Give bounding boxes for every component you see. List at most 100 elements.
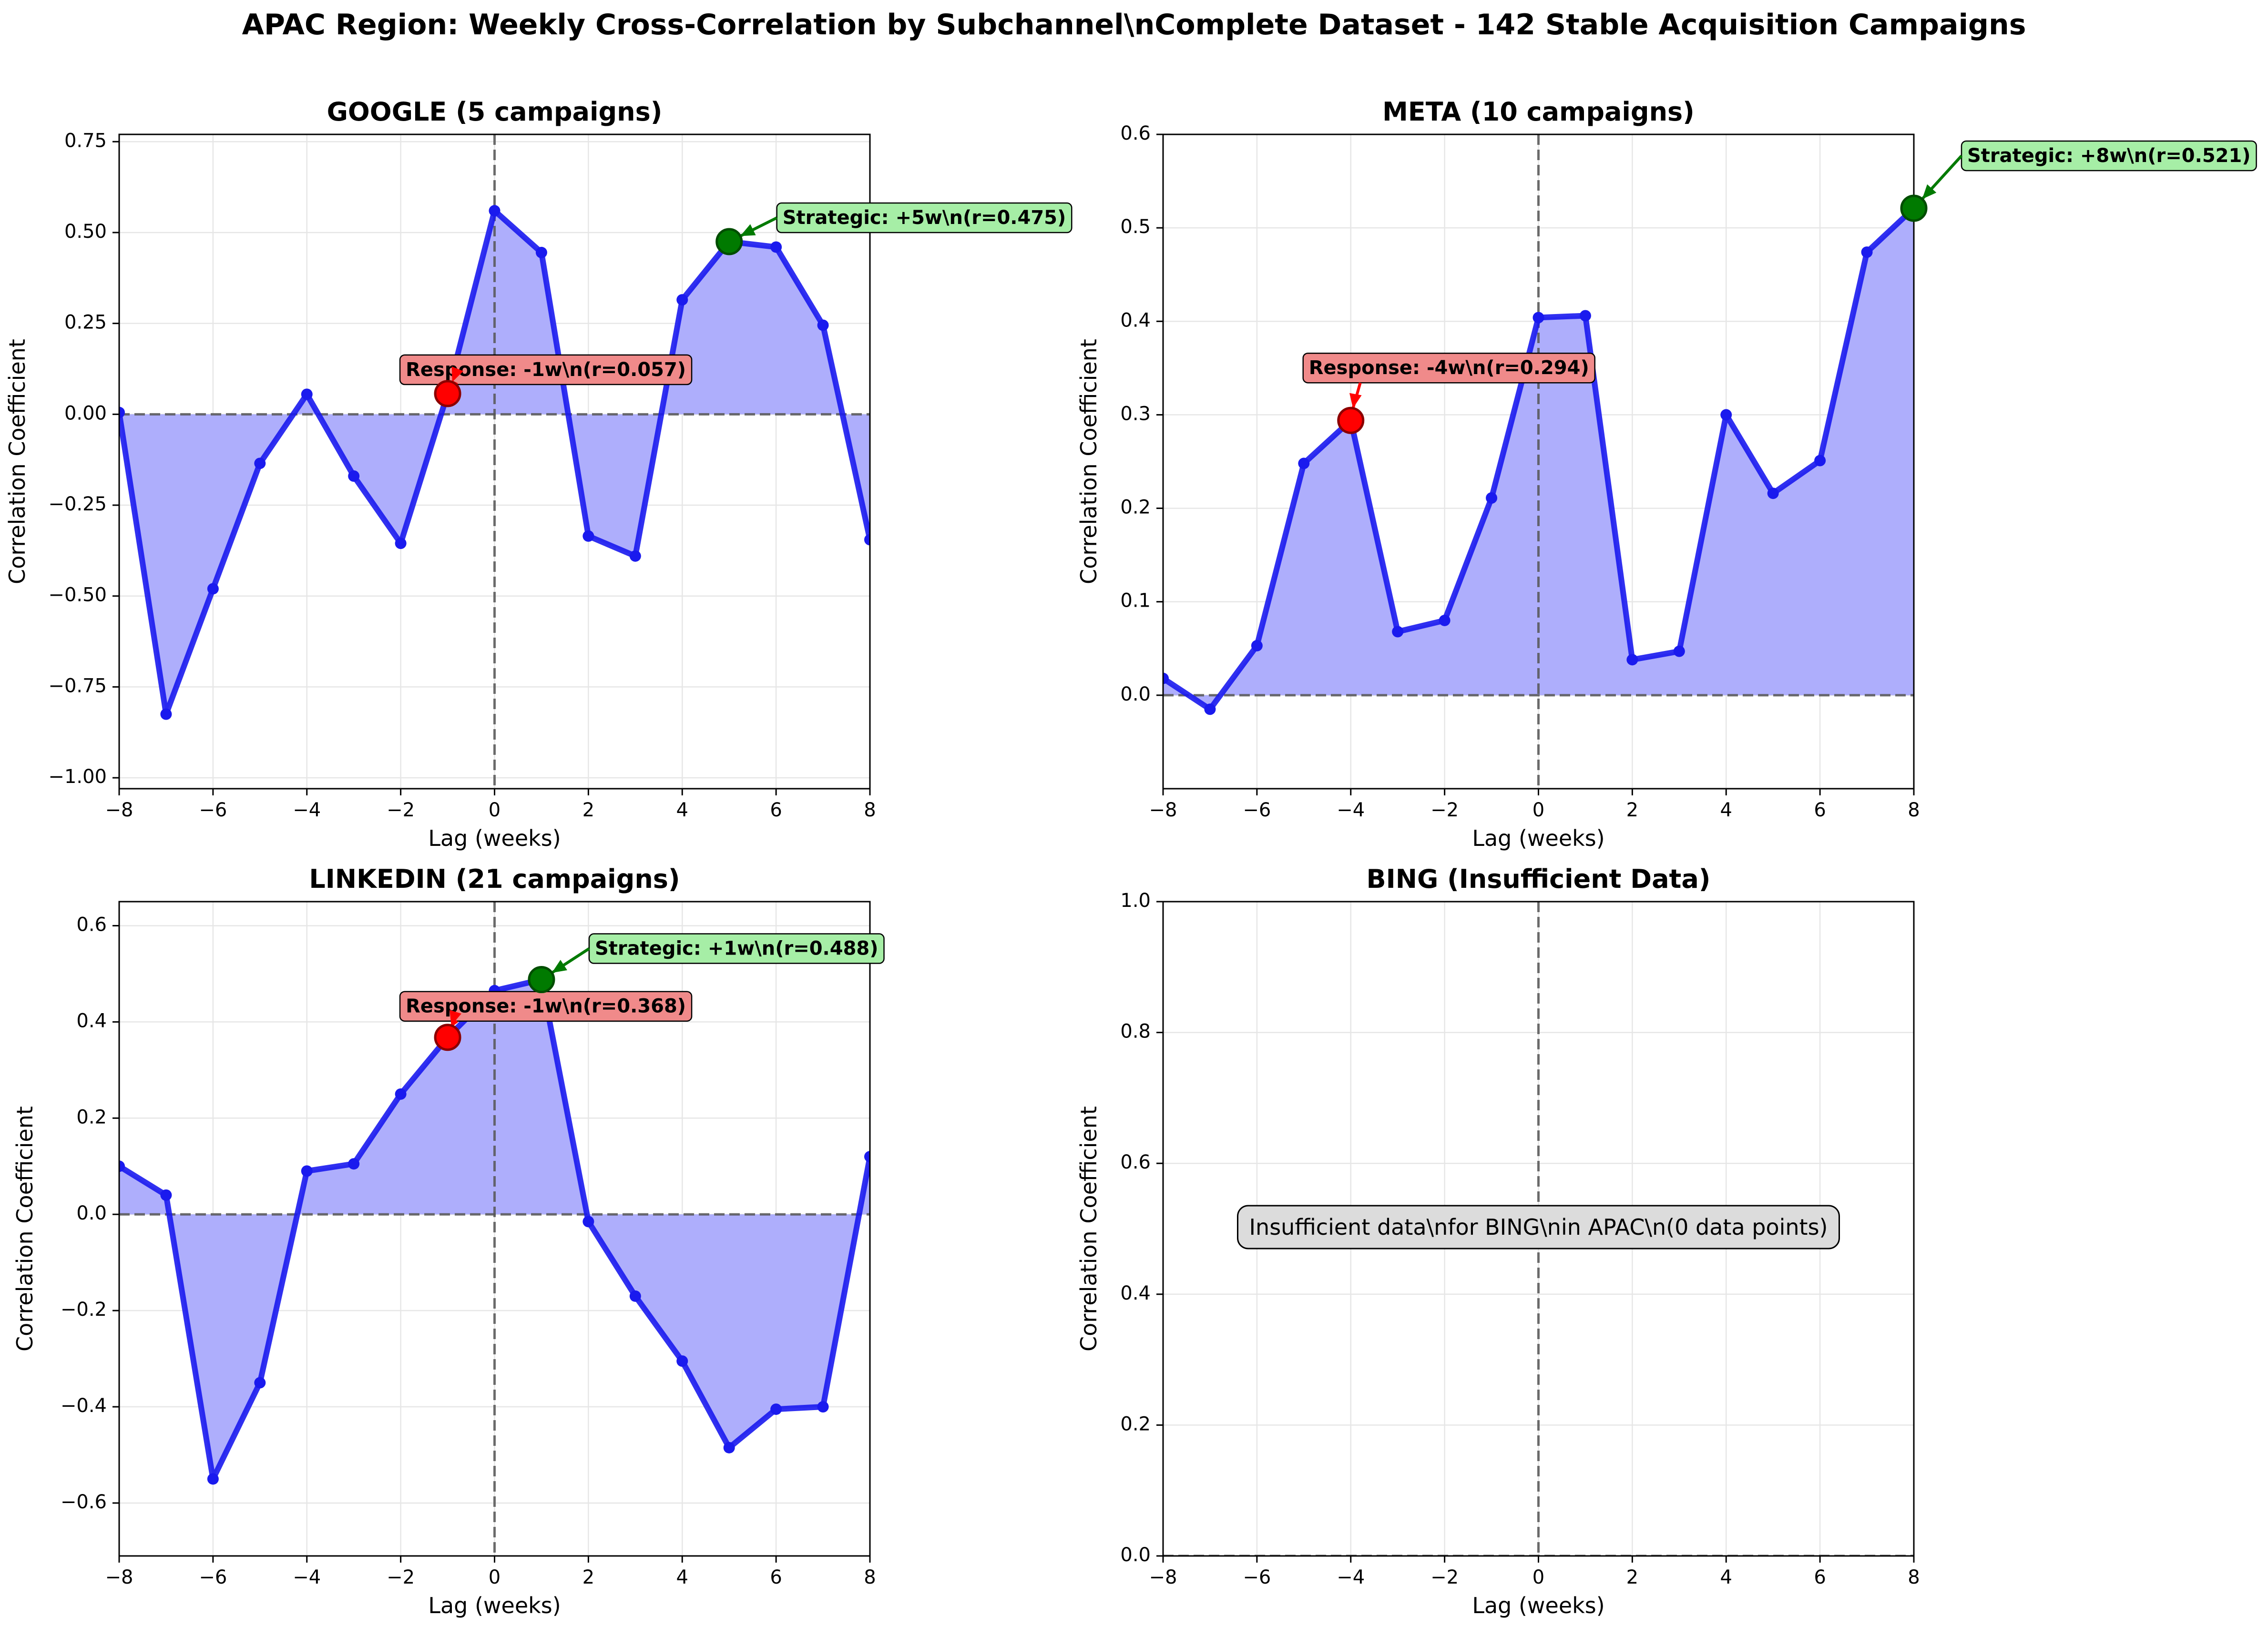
response-arrowhead	[451, 366, 463, 382]
data-point	[535, 246, 547, 258]
x-tick-label: −8	[1149, 799, 1177, 821]
x-tick-label: 6	[1814, 1566, 1826, 1588]
response-annotation: Response: -1w\n(r=0.368)	[399, 991, 693, 1022]
subplot-grid: −8 −6 −4 −2 0 2 4 6 8−1.00−0.75−0.50−0.250.000.2…	[4, 97, 2257, 1618]
y-tick-label: 0.6	[1120, 1151, 1151, 1173]
data-point	[207, 583, 219, 595]
x-tick-label: 0	[489, 1566, 501, 1588]
x-tick-label: 2	[1626, 799, 1638, 821]
strategic-arrowhead	[1922, 184, 1937, 199]
y-tick-label: 0.6	[76, 914, 107, 935]
x-tick-label: 4	[676, 799, 688, 821]
data-point	[1861, 246, 1873, 258]
data-point	[676, 1355, 688, 1367]
x-tick-label: 8	[1908, 799, 1920, 821]
x-tick-label: −6	[199, 1566, 227, 1588]
plot-area	[1163, 134, 1914, 789]
x-tick-label: 6	[1814, 799, 1826, 821]
x-tick-label: −8	[105, 1566, 133, 1588]
y-tick-label: 0.50	[64, 221, 107, 243]
data-point	[1673, 645, 1685, 657]
subplot-4: −8 −6 −4 −2 0 2 4 6 8 0.0 0.2 0.4 0.6 0.8 1.0 Lag (week…	[1076, 864, 1920, 1618]
data-point	[1532, 312, 1544, 324]
y-tick-label: −1.00	[48, 766, 107, 788]
y-tick-label: 0.75	[64, 130, 107, 152]
x-tick-label: −6	[199, 799, 227, 821]
data-point	[676, 294, 688, 306]
note-box	[1236, 1205, 1840, 1250]
x-tick-label: −6	[1243, 799, 1271, 821]
response-marker	[434, 380, 461, 407]
y-tick-label: 0.0	[1120, 1544, 1151, 1566]
data-point	[1204, 703, 1216, 715]
data-point	[1298, 457, 1310, 469]
x-axis-label: Lag (weeks)	[1472, 825, 1604, 851]
strategic-marker	[528, 966, 555, 994]
data-point	[348, 1158, 360, 1170]
y-tick-label: 0.4	[1120, 1282, 1151, 1304]
x-tick-label: 8	[864, 1566, 876, 1588]
y-tick-label: 0.8	[1120, 1021, 1151, 1043]
subplot-title: GOOGLE (5 campaigns)	[327, 97, 663, 127]
strategic-label: Strategic: +5w\n(r=0.475)	[783, 207, 1066, 229]
x-axis-label: Lag (weeks)	[428, 1593, 561, 1618]
data-point	[629, 1290, 641, 1302]
y-tick-label: 0.4	[1120, 309, 1151, 331]
x-tick-label: 6	[770, 799, 782, 821]
response-label-box	[399, 354, 693, 386]
data-point	[1767, 488, 1779, 499]
data-point	[119, 406, 125, 418]
strategic-marker	[1900, 194, 1928, 222]
y-axis-label: Correlation Coefficient	[1076, 1106, 1102, 1351]
x-tick-label: −8	[1149, 1566, 1177, 1588]
data-point	[1720, 409, 1732, 421]
data-point	[817, 1401, 829, 1413]
data-point	[254, 457, 266, 469]
data-point	[582, 1216, 594, 1228]
data-point	[770, 241, 782, 253]
strategic-arrowhead	[552, 960, 567, 973]
response-marker	[434, 1024, 461, 1051]
y-tick-label: 0.1	[1120, 590, 1151, 612]
data-point	[489, 205, 501, 217]
strategic-label: Strategic: +1w\n(r=0.488)	[595, 938, 879, 960]
strategic-annotation: Strategic: +5w\n(r=0.475)	[776, 202, 1073, 234]
x-tick-label: −2	[387, 799, 415, 821]
subplot-1: −8 −6 −4 −2 0 2 4 6 8 −1.00 −0.75 −0.50 −0.25 0.00 0.2…	[4, 97, 1073, 851]
y-tick-label: −0.4	[61, 1395, 107, 1417]
data-point	[582, 530, 594, 542]
strategic-marker	[715, 228, 743, 255]
data-point	[348, 470, 360, 482]
y-tick-label: −0.75	[48, 675, 107, 697]
y-tick-label: −0.25	[48, 493, 107, 515]
data-point	[1814, 455, 1826, 467]
y-tick-label: 0.3	[1120, 403, 1151, 425]
subplot-title: META (10 campaigns)	[1382, 97, 1695, 127]
figure-title: APAC Region: Weekly Cross-Correlation by…	[242, 8, 2026, 41]
x-tick-label: −2	[387, 1566, 415, 1588]
y-tick-label: 0.2	[1120, 1413, 1151, 1435]
subplot-title: LINKEDIN (21 campaigns)	[309, 864, 680, 894]
response-label-box	[1302, 352, 1595, 384]
y-tick-label: 0.6	[1120, 122, 1151, 144]
x-tick-label: 0	[489, 799, 501, 821]
x-tick-label: −2	[1430, 1566, 1459, 1588]
x-tick-label: 2	[582, 1566, 594, 1588]
strategic-arrowhead	[740, 224, 756, 236]
data-point	[723, 1442, 735, 1453]
data-point	[1392, 626, 1404, 638]
x-tick-label: −6	[1243, 1566, 1271, 1588]
x-tick-label: 2	[1626, 1566, 1638, 1588]
x-tick-label: −8	[105, 799, 133, 821]
data-point	[817, 319, 829, 331]
subplot-2: −8 −6 −4 −2 0 2 4 6 8 0.0 0.1 0.2 0.3 0.4 0.5 0.6 Lag (w…	[1076, 97, 2257, 851]
x-tick-label: 8	[1908, 1566, 1920, 1588]
y-axis-label: Correlation Coefficient	[1076, 339, 1102, 584]
data-point	[207, 1473, 219, 1485]
response-annotation: Response: -1w\n(r=0.057)	[399, 354, 693, 386]
note-text: Insufficient data\nfor BING\nin APAC\n(0…	[1249, 1214, 1828, 1240]
y-tick-label: 0.00	[64, 402, 107, 424]
y-tick-label: 0.2	[76, 1106, 107, 1128]
